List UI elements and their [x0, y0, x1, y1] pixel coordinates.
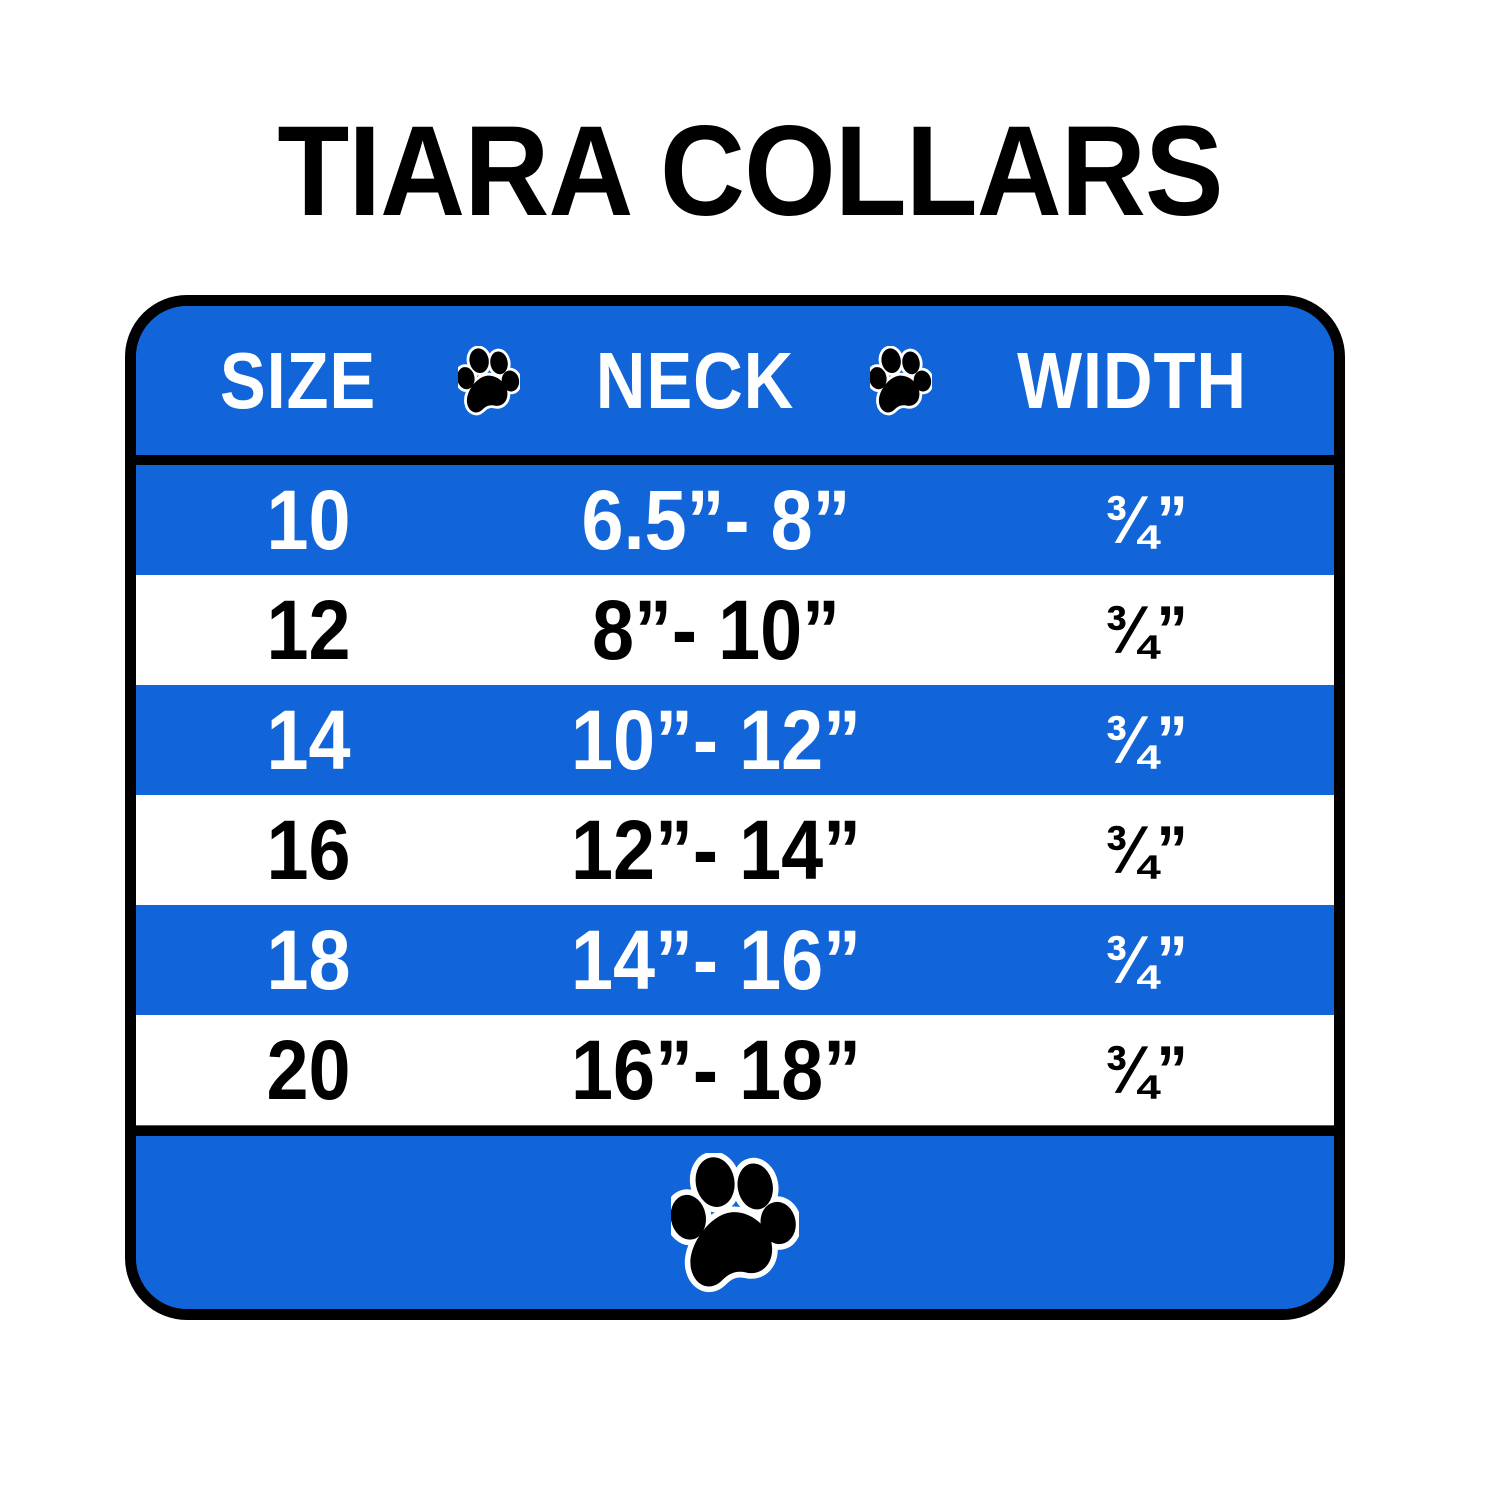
cell-neck: 8”- 10”: [592, 583, 840, 677]
cell-neck: 14”- 16”: [571, 913, 861, 1007]
cell-size: 16: [266, 803, 351, 897]
paw-print-icon: [870, 345, 932, 415]
size-table: SIZE NEC: [125, 295, 1345, 1320]
cell-size: 12: [266, 583, 351, 677]
table-row: 16 12”- 14” ¾”: [136, 795, 1334, 905]
cell-size: 20: [266, 1023, 351, 1117]
cell-size: 18: [266, 913, 351, 1007]
cell-size: 14: [266, 693, 351, 787]
table-row: 14 10”- 12” ¾”: [136, 685, 1334, 795]
table-row: 10 6.5”- 8” ¾”: [136, 465, 1334, 575]
cell-width: ¾”: [1104, 1032, 1188, 1108]
paw-print-icon: [671, 1152, 799, 1292]
cell-width: ¾”: [1104, 812, 1188, 888]
paw-print-icon: [458, 345, 520, 415]
cell-width: ¾”: [1104, 592, 1188, 668]
column-header-neck: NECK: [595, 335, 795, 425]
table-footer: [136, 1126, 1334, 1309]
header-paw-slot-1: [448, 345, 530, 416]
table-body: 10 6.5”- 8” ¾” 12 8”- 10” ¾” 14 10”- 12”…: [136, 465, 1334, 1126]
cell-neck: 16”- 18”: [571, 1023, 861, 1117]
cell-width: ¾”: [1104, 482, 1188, 558]
column-header-width: WIDTH: [1017, 335, 1247, 425]
table-row: 12 8”- 10” ¾”: [136, 575, 1334, 685]
table-row: 20 16”- 18” ¾”: [136, 1015, 1334, 1125]
column-header-size: SIZE: [219, 335, 377, 425]
cell-width: ¾”: [1104, 922, 1188, 998]
cell-width: ¾”: [1104, 702, 1188, 778]
header-paw-slot-2: [860, 345, 942, 416]
cell-size: 10: [266, 473, 351, 567]
cell-neck: 6.5”- 8”: [581, 473, 851, 567]
table-row: 18 14”- 16” ¾”: [136, 905, 1334, 1015]
table-header-row: SIZE NEC: [136, 306, 1334, 465]
cell-neck: 12”- 14”: [571, 803, 861, 897]
cell-neck: 10”- 12”: [571, 693, 861, 787]
page-title: TIARA COLLARS: [277, 100, 1223, 243]
